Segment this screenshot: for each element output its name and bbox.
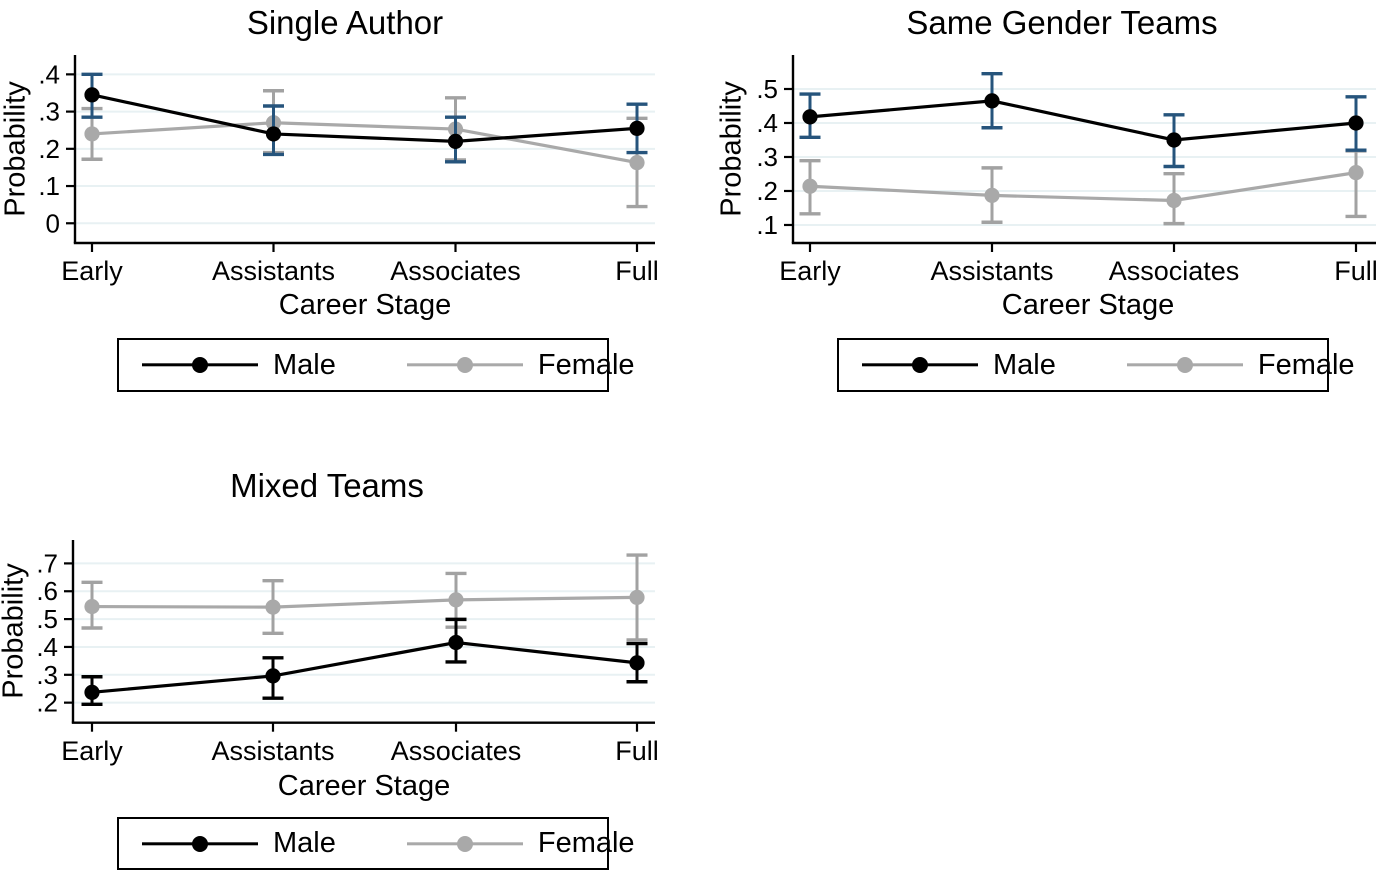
legend: Male Female [837, 338, 1355, 392]
x-axis-label: Career Stage [1001, 289, 1175, 321]
male-line-swatch [142, 357, 258, 374]
x-tick-label: Assistants [211, 736, 334, 766]
male-data-point [448, 634, 464, 651]
y-tick-label: .4 [36, 632, 58, 662]
male-data-point [447, 133, 464, 149]
male-marker-icon [192, 835, 208, 852]
x-tick-label: Associates [391, 736, 522, 766]
male-data-point [629, 120, 645, 136]
x-tick-label: Assistants [212, 256, 335, 286]
female-data-point [1166, 192, 1182, 209]
y-tick-label: .1 [38, 171, 60, 201]
female-series-line [809, 171, 1357, 203]
legend-entry-female: Female [406, 827, 635, 860]
legend: Male Female [117, 817, 635, 870]
x-axis-label: Career Stage [278, 289, 452, 321]
male-series-line [91, 93, 638, 143]
male-data-point [1166, 132, 1182, 148]
male-series-line [809, 99, 1357, 142]
x-axis-label: Career Stage [277, 770, 451, 802]
male-line-swatch [862, 357, 978, 374]
legend-label-female: Female [537, 348, 635, 381]
chart-title: Mixed Teams [230, 467, 424, 504]
legend: Male Female [117, 338, 635, 392]
y-tick-label: .2 [38, 134, 60, 164]
y-tick-label: .3 [38, 97, 60, 127]
y-tick-label: .5 [36, 604, 58, 634]
female-line-swatch [1126, 357, 1243, 374]
female-marker-icon [456, 357, 473, 373]
legend-label-male: Male [273, 348, 336, 381]
legend-entry-male: Male [142, 827, 336, 860]
female-data-point [1348, 165, 1364, 181]
y-tick-label: .1 [756, 210, 778, 240]
legend-entry-female: Female [406, 348, 635, 382]
x-tick-label: Full [1334, 256, 1376, 286]
y-tick-label: .3 [756, 142, 778, 172]
plot-area: 0 .1 .2 .3 .4 Early Assistants Associates Full [38, 55, 659, 286]
x-tick-label: Early [779, 256, 841, 286]
legend-entry-male: Male [862, 349, 1056, 382]
legend-entry-female: Female [1126, 348, 1355, 382]
male-line-swatch [142, 835, 258, 852]
y-tick-label: .6 [36, 576, 58, 606]
legend-entry-male: Male [142, 349, 336, 382]
female-data-point [629, 589, 645, 605]
female-series-line [91, 595, 638, 609]
male-data-point [265, 126, 282, 142]
male-marker-icon [912, 357, 928, 373]
plot-area: .1 .2 .3 .4 .5 Early Assistants Associates Full [756, 55, 1376, 286]
chart-same-gender-teams: Same Gender Teams Probability .1.2.3.4.5… [688, 0, 1376, 400]
x-tick-label: Early [61, 256, 123, 286]
chart-mixed-teams: Mixed Teams Probability .2.3.4.5.6.7 Earl… [0, 440, 688, 871]
male-marker-icon [192, 357, 208, 373]
female-data-point [84, 126, 100, 142]
female-data-point [265, 599, 281, 615]
female-line-swatch [406, 357, 523, 374]
y-tick-label: 0 [46, 208, 60, 238]
male-series-line [91, 640, 638, 694]
x-tick-label: Assistants [930, 256, 1053, 286]
female-data-point [84, 598, 100, 615]
x-tick-label: Associates [1109, 256, 1240, 286]
x-tick-label: Associates [390, 256, 521, 286]
chart-title: Single Author [246, 4, 444, 41]
male-data-point [629, 655, 645, 671]
female-series-line [91, 121, 638, 165]
male-data-point [84, 87, 100, 103]
chart-title: Same Gender Teams [906, 4, 1218, 41]
male-data-point [1348, 115, 1364, 131]
male-data-point [84, 684, 100, 700]
female-marker-icon [1176, 357, 1193, 373]
male-data-point [984, 93, 1000, 109]
y-tick-label: .2 [756, 176, 778, 206]
female-data-point [984, 187, 1000, 204]
y-tick-label: .2 [36, 688, 58, 718]
legend-label-female: Female [1257, 348, 1355, 381]
female-data-point [448, 592, 464, 608]
chart-single-author: Single Author Probability 0.1.2.3.4 Early… [0, 0, 688, 400]
y-tick-label: .5 [756, 74, 778, 104]
legend-label-male: Male [993, 348, 1056, 381]
female-data-point [802, 178, 818, 194]
male-data-point [802, 109, 818, 125]
legend-label-male: Male [273, 827, 336, 859]
x-tick-label: Full [615, 736, 659, 766]
legend-label-female: Female [537, 827, 635, 859]
female-data-point [629, 154, 645, 171]
female-line-swatch [406, 835, 523, 852]
x-tick-label: Early [61, 736, 123, 766]
plot-area: .2.3.4.5.6.7 Early Assistants Associates Ful… [36, 540, 659, 766]
y-tick-label: .7 [36, 548, 58, 578]
y-tick-label: .4 [756, 108, 778, 138]
y-tick-label: .3 [36, 660, 58, 690]
y-tick-label: .4 [38, 59, 60, 89]
female-marker-icon [456, 835, 473, 852]
male-data-point [265, 668, 281, 684]
x-tick-label: Full [615, 256, 659, 286]
